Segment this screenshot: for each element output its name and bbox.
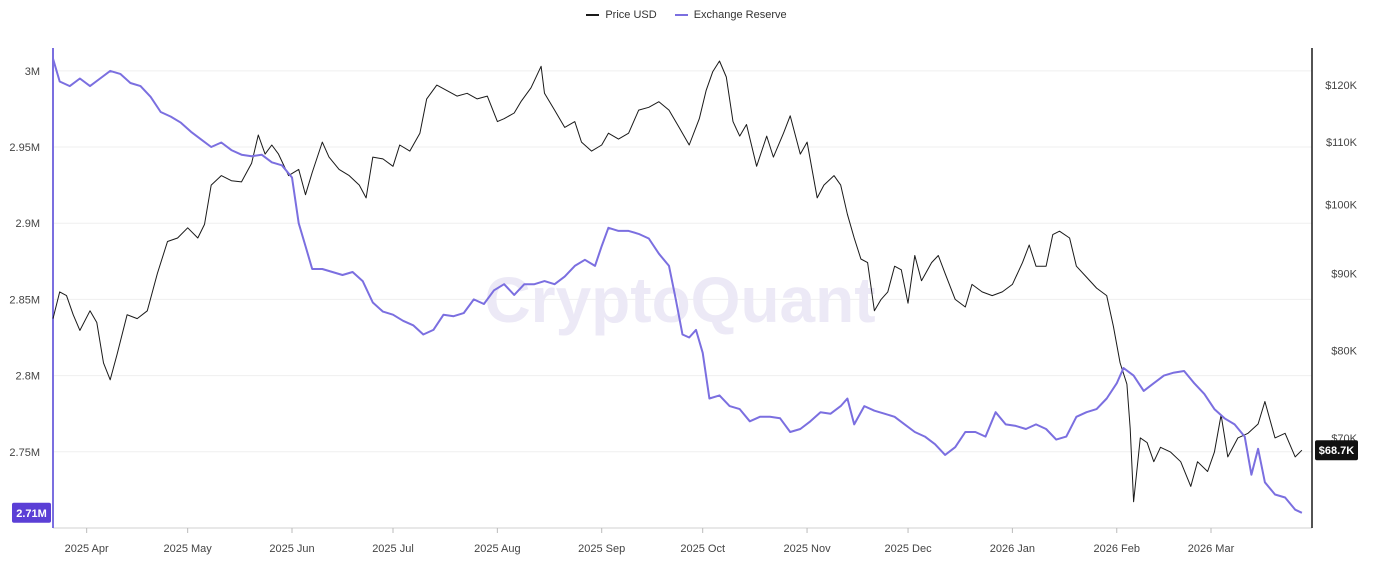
legend-swatch-price (586, 14, 600, 16)
y-right-tick-label: $80K (1331, 346, 1357, 358)
price-usd-line (52, 60, 1303, 503)
x-tick-label: 2025 Nov (784, 543, 832, 555)
current-price-badge (1315, 440, 1358, 461)
legend-label-price: Price USD (605, 9, 657, 21)
y-right-tick-label: $120K (1325, 80, 1357, 92)
x-tick-label: 2025 May (163, 543, 212, 555)
label-layer: 2.71M $68.7K (12, 440, 1358, 523)
x-tick-label: 2025 Oct (680, 543, 725, 555)
legend-label-reserve: Exchange Reserve (693, 9, 787, 21)
legend-item-price[interactable]: Price USD (586, 9, 657, 21)
current-reserve-label: 2.71M (16, 508, 47, 520)
y-left-tick-label: 2.9M (16, 218, 40, 230)
x-tick-label: 2025 Dec (884, 543, 932, 555)
x-tick-label: 2026 Feb (1094, 543, 1140, 555)
x-tick-label: 2026 Mar (1188, 543, 1235, 555)
current-price-label: $68.7K (1319, 445, 1355, 457)
y-left-tick-label: 2.85M (9, 294, 40, 306)
axis-layer: 3M 2.95M 2.9M 2.85M 2.8M 2.75M $120K $110K $100K… (9, 48, 1358, 555)
y-right-tick-label: $110K (1326, 137, 1358, 149)
x-tick-label: 2025 Apr (65, 543, 109, 555)
legend: Price USD Exchange Reserve (0, 9, 1373, 21)
x-tick-label: 2025 Jul (372, 543, 414, 555)
series-layer (52, 58, 1303, 514)
x-tick-label: 2025 Aug (474, 543, 521, 555)
y-right-tick-label: $100K (1325, 199, 1357, 211)
y-left-tick-label: 2.75M (9, 447, 40, 459)
y-left-tick-label: 3M (25, 66, 40, 78)
grid-layer (53, 70, 1312, 453)
exchange-reserve-line (52, 58, 1303, 514)
legend-item-reserve[interactable]: Exchange Reserve (674, 9, 787, 21)
legend-swatch-reserve (674, 14, 688, 16)
x-tick-label: 2025 Jun (269, 543, 314, 555)
y-left-tick-label: 2.95M (9, 142, 40, 154)
y-left-tick-label: 2.8M (16, 371, 40, 383)
x-tick-label: 2026 Jan (990, 543, 1035, 555)
y-right-tick-label: $90K (1331, 268, 1357, 280)
x-tick-label: 2025 Sep (578, 543, 625, 555)
current-reserve-badge (12, 502, 51, 523)
